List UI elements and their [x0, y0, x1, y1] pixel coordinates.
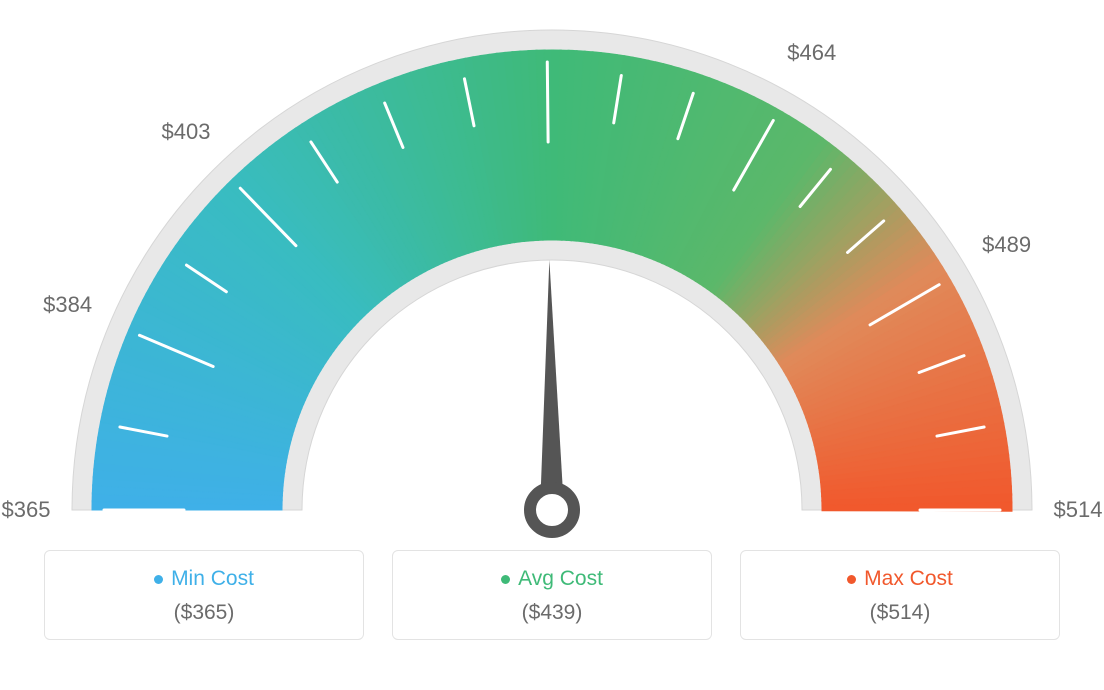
gauge-tick-label: $384: [43, 292, 92, 318]
gauge-tick-label: $403: [162, 119, 211, 145]
gauge-tick-label: $489: [982, 232, 1031, 258]
gauge-tick-label: $514: [1054, 497, 1103, 523]
gauge-chart-container: $365$384$403$439$464$489$514 Min Cost ($…: [0, 0, 1104, 690]
legend-min-dot: [154, 575, 163, 584]
legend-avg-title: Avg Cost: [501, 567, 603, 591]
legend-max-title: Max Cost: [847, 567, 953, 591]
legend-min-label: Min Cost: [171, 567, 254, 591]
legend-avg-dot: [501, 575, 510, 584]
legend-avg-label: Avg Cost: [518, 567, 603, 591]
legend-min-card: Min Cost ($365): [44, 550, 364, 640]
legend-min-value: ($365): [174, 601, 235, 625]
gauge-tick-label: $365: [2, 497, 51, 523]
legend-avg-card: Avg Cost ($439): [392, 550, 712, 640]
legend-max-card: Max Cost ($514): [740, 550, 1060, 640]
legend-row: Min Cost ($365) Avg Cost ($439) Max Cost…: [0, 550, 1104, 660]
legend-max-value: ($514): [870, 601, 931, 625]
legend-max-label: Max Cost: [864, 567, 953, 591]
gauge-area: $365$384$403$439$464$489$514: [0, 0, 1104, 560]
legend-min-title: Min Cost: [154, 567, 254, 591]
legend-max-dot: [847, 575, 856, 584]
gauge-svg: [0, 0, 1104, 560]
gauge-tick-label: $464: [787, 40, 836, 66]
legend-avg-value: ($439): [522, 601, 583, 625]
